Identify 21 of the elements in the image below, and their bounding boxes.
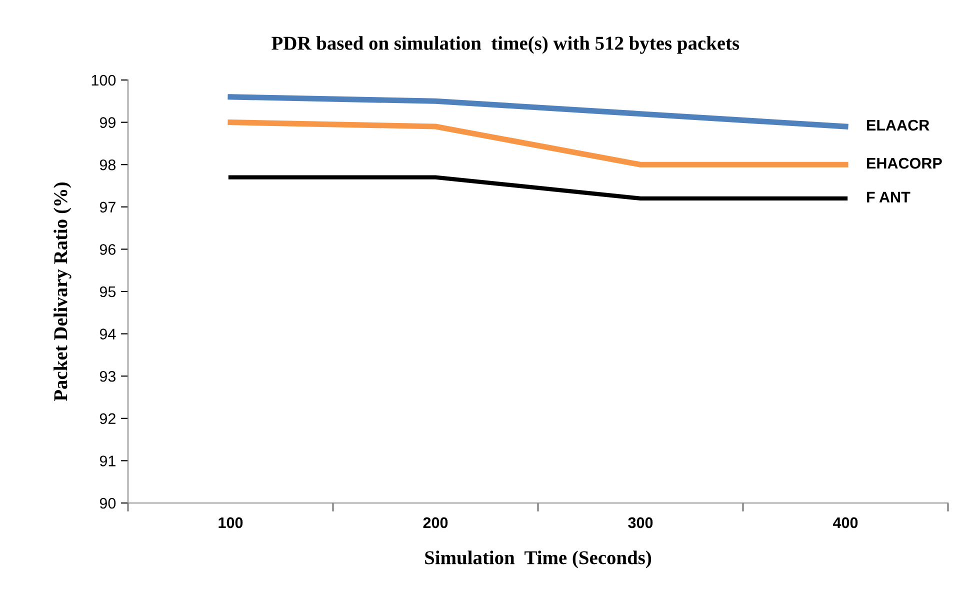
y-axis-title: Packet Delivary Ratio (%) (54, 182, 72, 402)
x-axis-title: Simulation Time (Seconds) (425, 550, 652, 568)
y-tick-label: 92 (100, 413, 116, 424)
x-tick-label: 200 (423, 517, 448, 528)
x-tick-label: 400 (832, 517, 858, 528)
y-tick-label: 96 (100, 244, 116, 255)
y-tick-label: 90 (100, 498, 116, 509)
series-label: ELAACR (867, 120, 930, 131)
y-tick-label: 99 (100, 117, 116, 128)
y-tick-label: 98 (100, 159, 116, 170)
y-tick-label: 100 (92, 74, 116, 86)
series-label: F ANT (867, 192, 910, 202)
y-tick-label: 95 (100, 286, 116, 298)
x-tick-label: 300 (628, 517, 653, 528)
chart-title: PDR based on simulation time(s) with 512 bytes packets (272, 36, 740, 54)
x-tick-label: 100 (218, 517, 243, 528)
series-label: EHACORP (867, 158, 942, 169)
y-tick-label: 97 (100, 202, 116, 213)
y-tick-label: 91 (100, 456, 116, 466)
y-tick-label: 94 (100, 328, 116, 340)
y-tick-label: 93 (100, 370, 116, 382)
